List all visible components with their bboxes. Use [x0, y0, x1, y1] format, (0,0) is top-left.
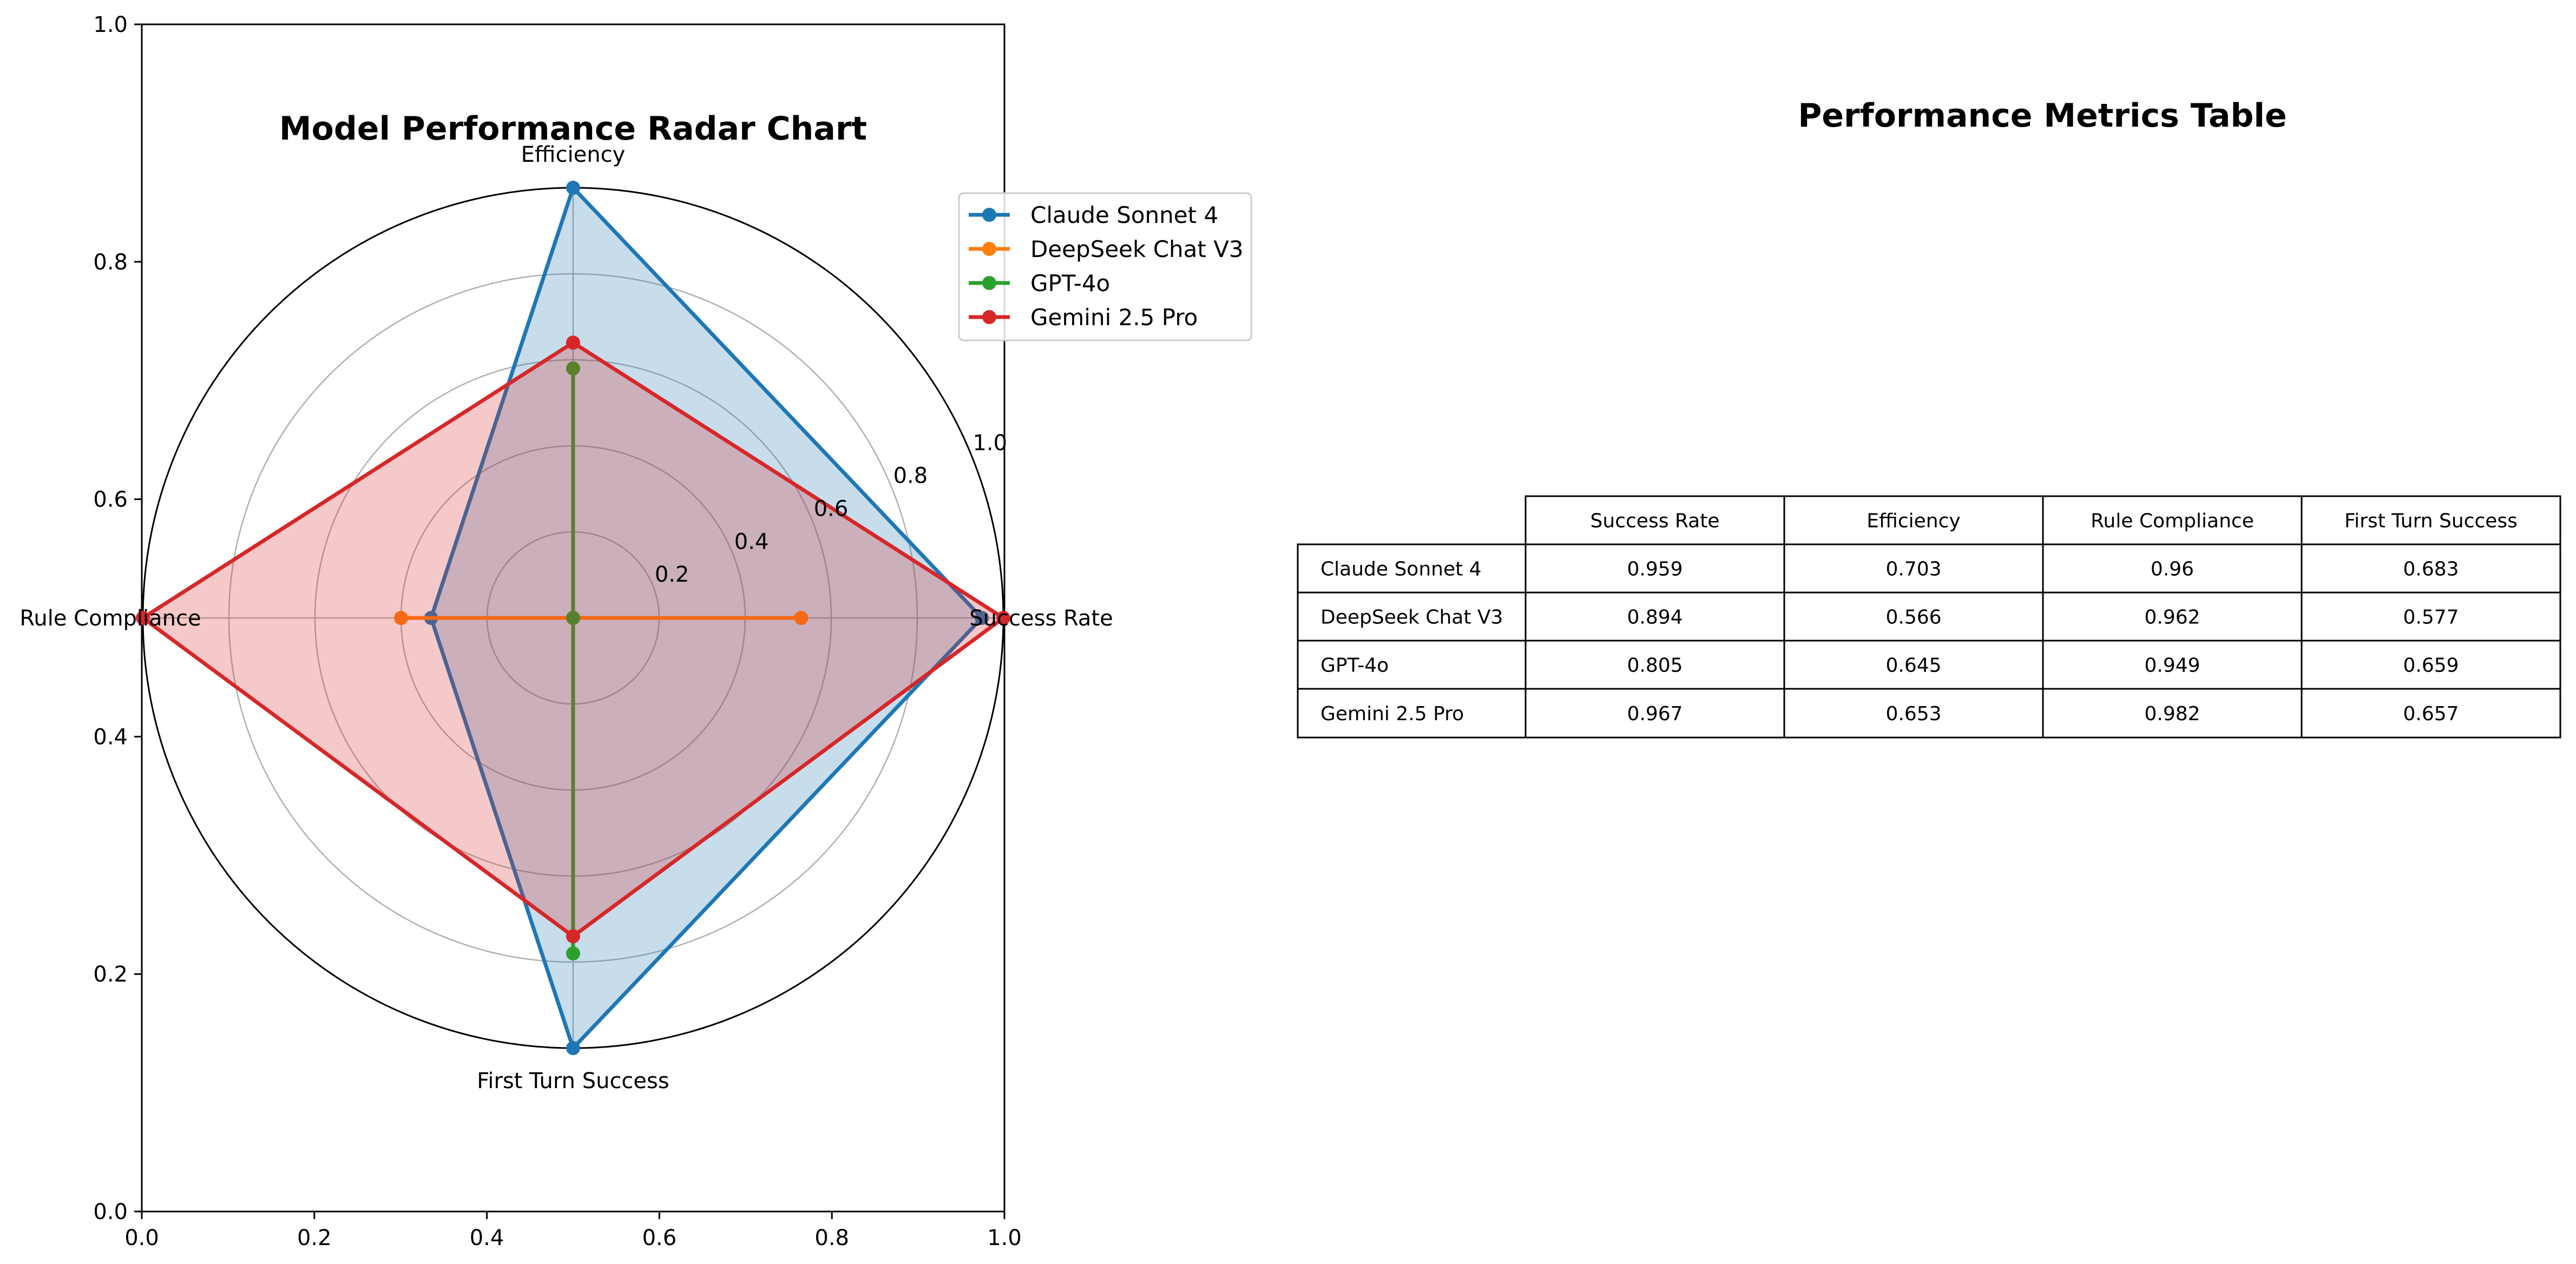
radar-radial-tick-label: 0.8 [893, 464, 928, 489]
table-column-header: Efficiency [1867, 510, 1960, 532]
table-cell-value: 0.577 [2403, 607, 2459, 629]
table-cell-value: 0.959 [1627, 558, 1683, 581]
metrics-table-title: Performance Metrics Table [1798, 97, 2286, 135]
frame-x-tick-label: 0.0 [124, 1226, 159, 1250]
chart-legend: Claude Sonnet 4 DeepSeek Chat V3 GPT-4o Gem… [958, 192, 1252, 341]
table-row-label-cell [1297, 688, 1527, 739]
table-row-label: Gemini 2.5 Pro [1320, 703, 1464, 725]
table-cell [2042, 543, 2303, 594]
radar-data-point [566, 946, 580, 961]
radar-data-point [566, 335, 580, 350]
frame-y-ticks: 0.0 0.2 0.4 0.6 0.8 1.0 [93, 12, 142, 1225]
radar-radial-tick-label: 1.0 [972, 431, 1007, 456]
table-cell-value: 0.949 [2144, 655, 2200, 677]
table-cell-value: 0.653 [1885, 703, 1941, 725]
table-cell [1783, 591, 2044, 642]
radar-data-point [975, 611, 989, 625]
radar-series-group [136, 181, 1010, 1055]
table-row-label: Claude Sonnet 4 [1320, 558, 1482, 581]
table-row-label-cell [1297, 640, 1527, 690]
legend-marker [982, 208, 996, 222]
radar-series-area [143, 343, 1003, 937]
radar-data-point [566, 929, 580, 944]
radar-data-point [566, 611, 580, 625]
table-cell-value: 0.659 [2403, 655, 2459, 677]
frame-y-tick-label: 1.0 [93, 12, 128, 37]
radar-data-point [394, 611, 408, 625]
frame-y-tick-label: 0.6 [93, 488, 128, 512]
radar-chart-title: Model Performance Radar Chart [279, 110, 867, 148]
table-cell-value: 0.703 [1885, 558, 1941, 581]
legend-marker [982, 276, 996, 290]
table-row-label-cell [1297, 543, 1527, 594]
table-row-label: GPT-4o [1320, 655, 1389, 677]
table-cell-value: 0.645 [1885, 655, 1941, 677]
table-cell-value: 0.982 [2144, 703, 2200, 725]
table-cell [2301, 543, 2561, 594]
radar-series [566, 361, 580, 961]
metrics-table: Success Rate Efficiency Rule Compliance Fir… [1297, 495, 2561, 739]
table-cell-value: 0.657 [2403, 703, 2459, 725]
table-cell [2301, 688, 2561, 739]
table-column-header: Rule Compliance [2091, 510, 2254, 532]
radar-series [136, 335, 1010, 944]
frame-y-tick-label: 0.8 [93, 250, 128, 275]
frame-y-tick-label: 0.0 [93, 1200, 128, 1225]
radar-axis-label: Success Rate [969, 606, 1113, 631]
legend-label: DeepSeek Chat V3 [1030, 236, 1244, 262]
radar-data-point [566, 361, 580, 376]
legend-label: Gemini 2.5 Pro [1030, 304, 1198, 331]
radar-data-point [566, 181, 580, 195]
radar-chart-panel: 0.0 0.2 0.4 0.6 0.8 1.0 0.0 0.2 0.4 0.6 0.8 1.0 0.… [19, 12, 1113, 1250]
radar-data-point [794, 611, 809, 625]
radar-radial-tick-labels: 0.2 0.4 0.6 0.8 1.0 [655, 431, 1007, 587]
radar-data-point [996, 611, 1010, 625]
legend-marker [982, 310, 996, 324]
table-column-header: Success Rate [1591, 510, 1720, 532]
table-cell-value: 0.683 [2403, 558, 2459, 581]
table-cell [1783, 640, 2044, 690]
table-cell-value: 0.566 [1885, 607, 1941, 629]
table-cell [2301, 640, 2561, 690]
radar-radial-tick-label: 0.6 [814, 496, 849, 521]
radar-axis-labels: Success Rate Efficiency Rule Compliance Fir… [19, 142, 1113, 1094]
radar-axis-label: Rule Compliance [19, 606, 201, 631]
frame-y-tick-label: 0.4 [93, 725, 128, 749]
frame-y-tick-label: 0.2 [93, 962, 128, 987]
table-cell-value: 0.894 [1627, 607, 1683, 629]
radar-data-point [566, 1041, 580, 1055]
table-cell-value: 0.96 [2151, 558, 2194, 581]
legend-label: Claude Sonnet 4 [1030, 202, 1218, 228]
radar-data-point [136, 611, 150, 625]
table-cell [1524, 591, 1785, 642]
table-cell [2042, 688, 2303, 739]
table-cell-value: 0.962 [2144, 607, 2200, 629]
table-cell [1783, 688, 2044, 739]
table-cell-value: 0.805 [1627, 655, 1683, 677]
table-cell-value: 0.967 [1627, 703, 1683, 725]
radar-radial-tick-label: 0.2 [655, 562, 689, 587]
frame-x-tick-label: 0.4 [470, 1226, 504, 1250]
metrics-table-panel: Performance Metrics Table Success Rate Ef… [1297, 97, 2561, 739]
table-header-cell [2301, 495, 2561, 545]
radar-radial-tick-label: 0.4 [734, 529, 769, 554]
radar-axis-label: Efficiency [521, 142, 626, 167]
table-row-label: DeepSeek Chat V3 [1320, 607, 1503, 629]
legend-box [958, 192, 1252, 341]
legend-marker [982, 242, 996, 256]
frame-x-ticks: 0.0 0.2 0.4 0.6 0.8 1.0 [124, 1212, 1022, 1250]
frame-x-tick-label: 0.2 [297, 1226, 332, 1250]
frame-x-tick-label: 0.8 [814, 1226, 849, 1250]
legend-items: Claude Sonnet 4 DeepSeek Chat V3 GPT-4o Gem… [969, 202, 1244, 331]
frame-x-tick-label: 0.6 [642, 1226, 677, 1250]
table-column-header: First Turn Success [2344, 510, 2518, 532]
table-header-cell [2042, 495, 2303, 545]
radar-axis-label: First Turn Success [477, 1069, 669, 1094]
frame-x-tick-label: 1.0 [987, 1226, 1022, 1250]
legend-label: GPT-4o [1030, 270, 1110, 297]
